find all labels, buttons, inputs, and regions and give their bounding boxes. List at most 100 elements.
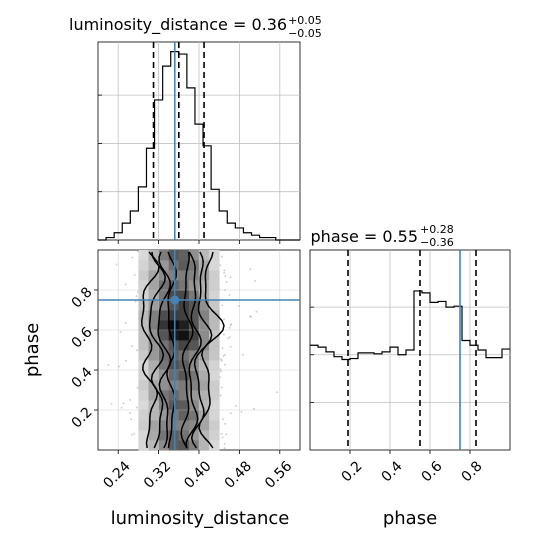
joint-density-bin xyxy=(148,360,159,371)
joint-sample-point xyxy=(124,283,127,286)
joint-density-bin xyxy=(138,430,149,441)
joint-sample-point xyxy=(224,422,227,425)
joint-density-bin xyxy=(158,360,170,371)
joint-density-bin xyxy=(199,440,210,451)
joint-density-bin xyxy=(148,430,159,441)
joint-sample-point xyxy=(220,370,222,373)
joint-density-bin xyxy=(178,380,190,391)
joint-density-bin xyxy=(178,270,190,281)
joint-sample-point xyxy=(225,281,228,283)
joint-density-bin xyxy=(209,370,220,381)
luminosity-distance-title-upper-error: +0.05 xyxy=(288,14,322,27)
phase-x-axis-label: phase xyxy=(383,508,437,529)
joint-density-bin xyxy=(148,290,159,301)
joint-density-bin xyxy=(209,290,220,301)
joint-density-bin xyxy=(199,340,210,351)
joint-xtick-label-4: 0.56 xyxy=(262,458,295,491)
joint-density-bin xyxy=(138,390,149,401)
joint-density-bin xyxy=(138,380,149,391)
joint-x-axis-label: luminosity_distance xyxy=(111,508,290,529)
joint-density-bin xyxy=(178,390,190,401)
joint-density-bin xyxy=(158,410,170,421)
joint-density-bin xyxy=(178,250,190,261)
joint-density-bin xyxy=(178,370,190,381)
joint-density-bin xyxy=(199,400,210,411)
joint-density-bin xyxy=(138,250,149,261)
joint-density-bin xyxy=(199,420,210,431)
joint-density-bin xyxy=(138,370,149,381)
joint-density-bin xyxy=(148,420,159,431)
joint-density-bin xyxy=(178,420,190,431)
joint-density-bin xyxy=(188,370,200,381)
joint-density-bin xyxy=(158,260,170,271)
joint-sample-point xyxy=(223,269,226,272)
joint-contour-1-right xyxy=(190,251,213,449)
joint-sample-point xyxy=(221,436,224,439)
joint-contour-3-right xyxy=(180,251,194,449)
joint-contour-2-left xyxy=(157,251,172,449)
joint-sample-point xyxy=(120,406,123,409)
joint-density-bin xyxy=(199,380,210,391)
joint-sample-point xyxy=(130,345,133,348)
joint-density-bin xyxy=(138,410,149,421)
joint-sample-point xyxy=(276,391,279,394)
joint-sample-point xyxy=(136,349,138,352)
joint-truth-marker xyxy=(170,295,180,305)
joint-sample-point xyxy=(118,365,120,368)
joint-density-bin xyxy=(199,280,210,291)
joint-density-bin xyxy=(178,320,190,331)
joint-sample-point xyxy=(229,276,232,279)
joint-sample-point xyxy=(223,447,226,450)
joint-density-bin xyxy=(158,310,170,321)
joint-sample-point xyxy=(228,293,231,296)
joint-density-bin xyxy=(209,310,220,321)
joint-sample-point xyxy=(136,406,138,409)
phase-xtick-label-3: 0.8 xyxy=(459,458,486,485)
joint-density-bin xyxy=(209,260,220,271)
joint-density-bin xyxy=(178,260,190,271)
joint-density-bin xyxy=(209,300,220,311)
joint-density-bin xyxy=(168,290,180,301)
joint-sample-point xyxy=(255,310,258,313)
joint-density-bin xyxy=(178,330,190,341)
joint-sample-point xyxy=(222,418,224,421)
joint-density-bin xyxy=(148,350,159,361)
joint-density-bin xyxy=(148,410,159,421)
joint-density-bin xyxy=(158,420,170,431)
joint-sample-point xyxy=(234,405,237,407)
joint-sample-point xyxy=(131,433,133,436)
joint-density-bin xyxy=(209,420,220,431)
joint-density-bin xyxy=(168,250,180,261)
joint-density-bin xyxy=(209,380,220,391)
joint-sample-point xyxy=(223,318,226,321)
joint-density-bin xyxy=(138,260,149,271)
joint-xtick-label-0: 0.24 xyxy=(100,458,133,491)
joint-density-bin xyxy=(188,420,200,431)
joint-density-bin xyxy=(148,300,159,311)
luminosity-distance-title-label: luminosity_distance = 0.36 xyxy=(69,15,287,35)
joint-density-bin xyxy=(148,370,159,381)
joint-density-bin xyxy=(188,410,200,421)
joint-density-bin xyxy=(148,330,159,341)
joint-density-bin xyxy=(148,320,159,331)
joint-density-bin xyxy=(158,280,170,291)
joint-sample-point xyxy=(229,336,231,339)
joint-sample-point xyxy=(254,280,257,282)
joint-density-bin xyxy=(178,400,190,411)
joint-sample-point xyxy=(119,331,122,333)
joint-sample-point xyxy=(249,315,251,318)
joint-sample-point xyxy=(223,443,226,445)
joint-density-bin xyxy=(158,400,170,411)
joint-density-bin xyxy=(168,430,180,441)
joint-density-bin xyxy=(158,430,170,441)
joint-xtick-label-3: 0.48 xyxy=(222,458,255,491)
joint-density-bin xyxy=(199,290,210,301)
joint-sample-point xyxy=(220,359,223,362)
joint-density-bin xyxy=(148,260,159,271)
joint-contour-2-right xyxy=(185,251,202,449)
joint-ytick-label-3: 0.8 xyxy=(69,284,96,311)
joint-density-bin xyxy=(148,250,159,261)
joint-density-bin xyxy=(158,440,170,451)
joint-density-bin xyxy=(158,270,170,281)
joint-sample-point xyxy=(240,410,243,413)
